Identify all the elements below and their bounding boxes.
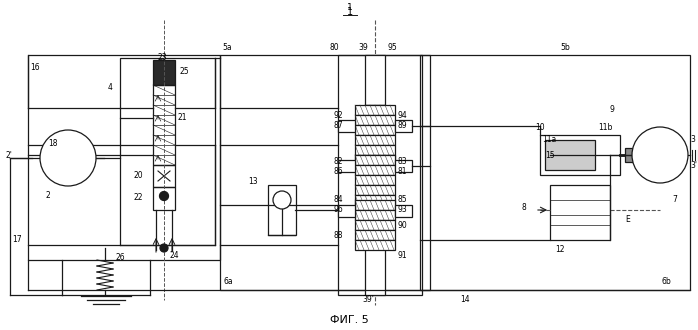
Text: 10: 10 [535, 123, 544, 133]
Text: 6a: 6a [224, 278, 234, 286]
Bar [545, 140, 595, 170]
Text: 17: 17 [12, 236, 22, 245]
Text: 14: 14 [460, 295, 470, 305]
Bar [153, 85, 175, 165]
Text: 3: 3 [690, 136, 695, 145]
Bar [625, 148, 660, 162]
Text: 83: 83 [398, 157, 408, 167]
Bar [355, 230, 395, 240]
Text: 9: 9 [610, 106, 615, 115]
Text: 39: 39 [358, 44, 368, 52]
Bar [355, 105, 395, 115]
Text: 3': 3' [690, 160, 697, 170]
Text: 7: 7 [672, 195, 677, 205]
Text: 5a: 5a [222, 44, 232, 52]
Bar [420, 55, 690, 290]
Text: 92: 92 [334, 112, 343, 120]
Text: 11a: 11a [542, 136, 556, 145]
Text: 96: 96 [334, 206, 343, 214]
Text: 88: 88 [334, 230, 343, 240]
Bar [153, 187, 175, 210]
Circle shape [632, 127, 688, 183]
Bar [355, 165, 395, 175]
Bar [153, 165, 175, 187]
Text: 86: 86 [334, 168, 343, 177]
Bar [540, 135, 620, 175]
Bar [395, 160, 412, 172]
Bar [355, 155, 395, 165]
Text: 95: 95 [388, 44, 398, 52]
Text: 84: 84 [334, 195, 343, 205]
Text: 80: 80 [330, 44, 340, 52]
Text: 1: 1 [347, 7, 353, 17]
Text: 91: 91 [398, 250, 408, 259]
Bar [355, 240, 395, 250]
Text: 13: 13 [248, 178, 258, 186]
Text: 21: 21 [178, 114, 188, 122]
Bar [28, 55, 220, 260]
Text: 4: 4 [108, 83, 113, 92]
Bar [355, 195, 395, 205]
Text: 2': 2' [6, 150, 13, 159]
Text: 6b: 6b [662, 278, 671, 286]
Text: ФИГ. 5: ФИГ. 5 [329, 315, 369, 325]
Text: 26: 26 [116, 253, 126, 262]
Bar [220, 55, 430, 290]
Bar [338, 120, 355, 132]
Bar [355, 125, 395, 135]
Text: 16: 16 [30, 63, 40, 73]
Bar [268, 185, 296, 235]
Bar [355, 200, 395, 210]
Text: 25: 25 [180, 68, 190, 77]
Bar [355, 155, 395, 165]
Text: 18: 18 [48, 139, 57, 148]
Text: 93: 93 [398, 206, 408, 214]
Text: 87: 87 [334, 121, 343, 130]
Circle shape [40, 130, 96, 186]
Bar [365, 55, 385, 105]
Bar [355, 115, 395, 125]
Text: 81: 81 [398, 168, 408, 177]
Text: 2: 2 [46, 190, 51, 200]
Bar [355, 185, 395, 195]
Text: 12: 12 [555, 246, 565, 254]
Text: 85: 85 [398, 195, 408, 205]
Text: 82: 82 [334, 157, 343, 167]
Bar [153, 60, 175, 85]
Bar [338, 205, 355, 217]
Bar [365, 245, 385, 295]
Text: 89: 89 [398, 121, 408, 130]
Bar [355, 210, 395, 220]
Circle shape [160, 191, 168, 201]
Text: 22: 22 [133, 193, 142, 203]
Text: 90: 90 [398, 220, 408, 229]
Text: 24: 24 [170, 250, 179, 259]
Bar [120, 58, 215, 245]
Text: 15: 15 [545, 150, 555, 159]
Text: 39': 39' [362, 295, 374, 305]
Text: E: E [625, 215, 630, 224]
Text: 94: 94 [398, 112, 408, 120]
Text: 1: 1 [347, 4, 353, 13]
Bar [355, 220, 395, 230]
Text: 8: 8 [522, 204, 527, 213]
Text: 23: 23 [158, 52, 168, 61]
Bar [338, 160, 355, 172]
Circle shape [273, 191, 291, 209]
Text: 20: 20 [133, 172, 142, 181]
Text: 5b: 5b [560, 44, 570, 52]
Bar [355, 145, 395, 155]
Bar [395, 205, 412, 217]
Bar [395, 120, 412, 132]
Bar [355, 135, 395, 145]
Bar [550, 185, 610, 240]
Text: 11b: 11b [598, 123, 612, 133]
Bar [355, 175, 395, 185]
Circle shape [160, 244, 168, 252]
Bar [338, 55, 422, 295]
